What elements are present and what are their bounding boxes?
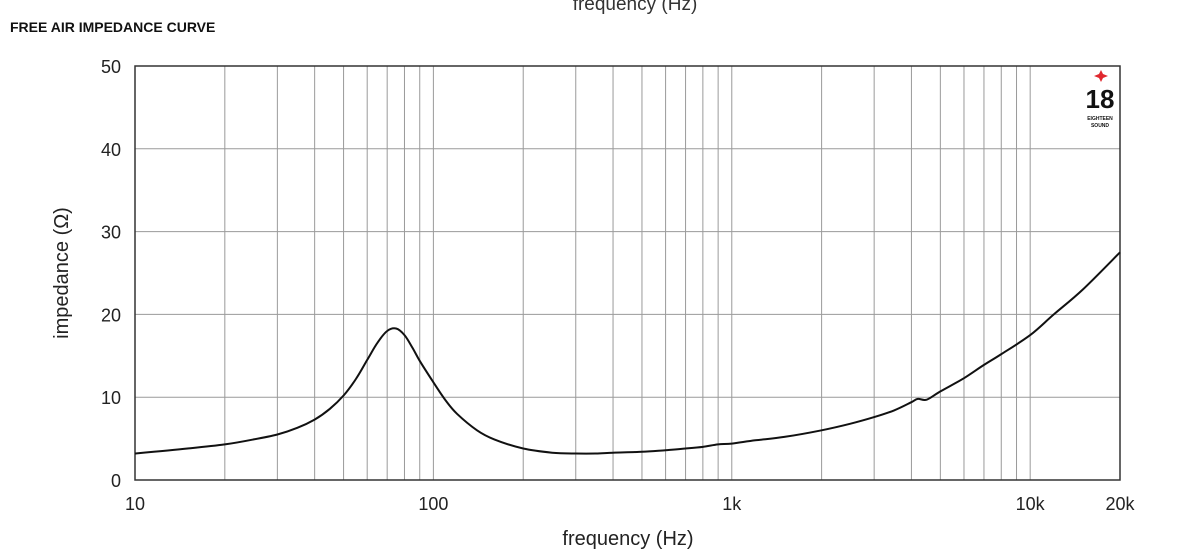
y-tick-label: 40 [101,140,121,160]
section-title: FREE AIR IMPEDANCE CURVE [10,19,215,35]
x-tick-label: 10 [125,494,145,514]
impedance-curve [134,251,1121,455]
y-axis-label: impedance (Ω) [51,207,73,339]
logo-text-bottom: SOUND [1091,123,1109,129]
y-tick-label: 10 [101,388,121,408]
x-tick-label: 20k [1105,494,1135,514]
x-tick-label: 10k [1016,494,1046,514]
cropped-header-text: frequency (Hz) [573,0,698,15]
y-tick-label: 50 [101,57,121,77]
y-tick-label: 30 [101,223,121,243]
logo-number: 18 [1086,84,1115,114]
logo-text-top: EIGHTEEN [1087,116,1113,122]
x-tick-label: 1k [722,494,742,514]
x-tick-label: 100 [418,494,448,514]
plot-frame [134,65,1121,481]
x-axis-label: frequency (Hz) [562,528,693,550]
star-icon [1094,70,1108,82]
grid [134,65,1121,481]
y-tick-label: 20 [101,305,121,325]
brand-logo: 18 EIGHTEEN SOUND [1086,70,1115,129]
y-tick-label: 0 [111,471,121,491]
